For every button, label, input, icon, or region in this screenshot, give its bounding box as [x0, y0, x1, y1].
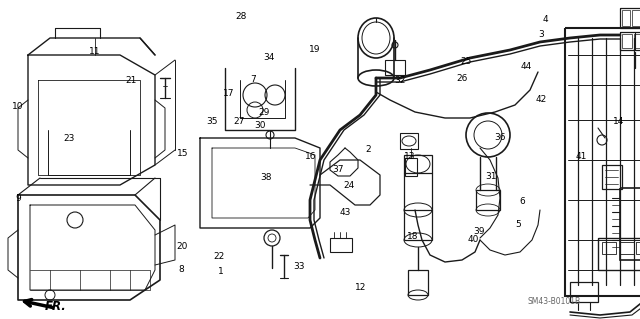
Bar	[620, 8, 640, 28]
Bar	[632, 10, 640, 26]
Bar	[330, 238, 352, 252]
Bar	[404, 155, 432, 173]
Text: 37: 37	[332, 165, 344, 174]
Text: 12: 12	[355, 283, 366, 292]
Bar	[602, 242, 616, 254]
Text: 44: 44	[520, 63, 532, 71]
Text: 26: 26	[456, 74, 468, 83]
Text: 17: 17	[223, 89, 235, 98]
Text: 33: 33	[294, 262, 305, 271]
Bar	[565, 28, 640, 296]
Text: 35: 35	[207, 117, 218, 126]
Bar	[634, 34, 640, 48]
Text: 42: 42	[535, 95, 547, 104]
Text: 15: 15	[177, 149, 188, 158]
Text: 19: 19	[309, 45, 321, 54]
Text: 16: 16	[305, 152, 316, 161]
Bar	[620, 188, 640, 260]
Text: 25: 25	[460, 57, 472, 66]
Text: 34: 34	[263, 53, 275, 62]
Text: 31: 31	[486, 172, 497, 181]
Text: 39: 39	[473, 227, 484, 236]
Bar	[622, 10, 630, 26]
Text: 22: 22	[213, 252, 225, 261]
Text: 5: 5	[516, 220, 521, 229]
Text: 20: 20	[177, 242, 188, 251]
Bar	[400, 133, 418, 149]
Text: 10: 10	[12, 102, 24, 111]
Text: 6: 6	[520, 197, 525, 206]
Text: 43: 43	[340, 208, 351, 217]
Text: 3: 3	[538, 30, 543, 39]
Bar	[598, 238, 640, 270]
Text: 38: 38	[260, 173, 271, 182]
Text: 23: 23	[63, 134, 75, 143]
Text: 13: 13	[404, 152, 415, 161]
Text: 4: 4	[543, 15, 548, 24]
Text: 29: 29	[258, 108, 269, 117]
Text: 11: 11	[89, 47, 100, 56]
Text: 2: 2	[365, 145, 371, 154]
Text: 30: 30	[254, 121, 266, 130]
Bar	[622, 34, 632, 48]
Text: 28: 28	[235, 12, 246, 21]
Text: 32: 32	[394, 76, 406, 85]
Text: SM43-B0101B: SM43-B0101B	[528, 298, 581, 307]
Text: 27: 27	[233, 117, 244, 126]
Bar	[570, 282, 598, 302]
Bar	[385, 60, 405, 75]
Bar	[636, 242, 640, 254]
Text: 14: 14	[613, 117, 625, 126]
Text: 24: 24	[343, 181, 355, 190]
Text: 8: 8	[179, 265, 184, 274]
Text: 21: 21	[125, 76, 137, 85]
Text: 41: 41	[575, 152, 587, 161]
Text: 40: 40	[468, 235, 479, 244]
Bar	[404, 210, 432, 240]
Bar	[476, 190, 500, 210]
Bar	[408, 270, 428, 295]
Text: 7: 7	[250, 75, 255, 84]
Text: 1: 1	[218, 267, 223, 276]
Text: 36: 36	[495, 133, 506, 142]
Text: 9: 9	[15, 194, 20, 203]
Bar	[620, 32, 640, 50]
Text: FR.: FR.	[45, 300, 67, 313]
Bar	[620, 242, 634, 254]
Bar	[405, 158, 417, 176]
Bar	[602, 165, 622, 189]
Text: 18: 18	[407, 232, 419, 241]
